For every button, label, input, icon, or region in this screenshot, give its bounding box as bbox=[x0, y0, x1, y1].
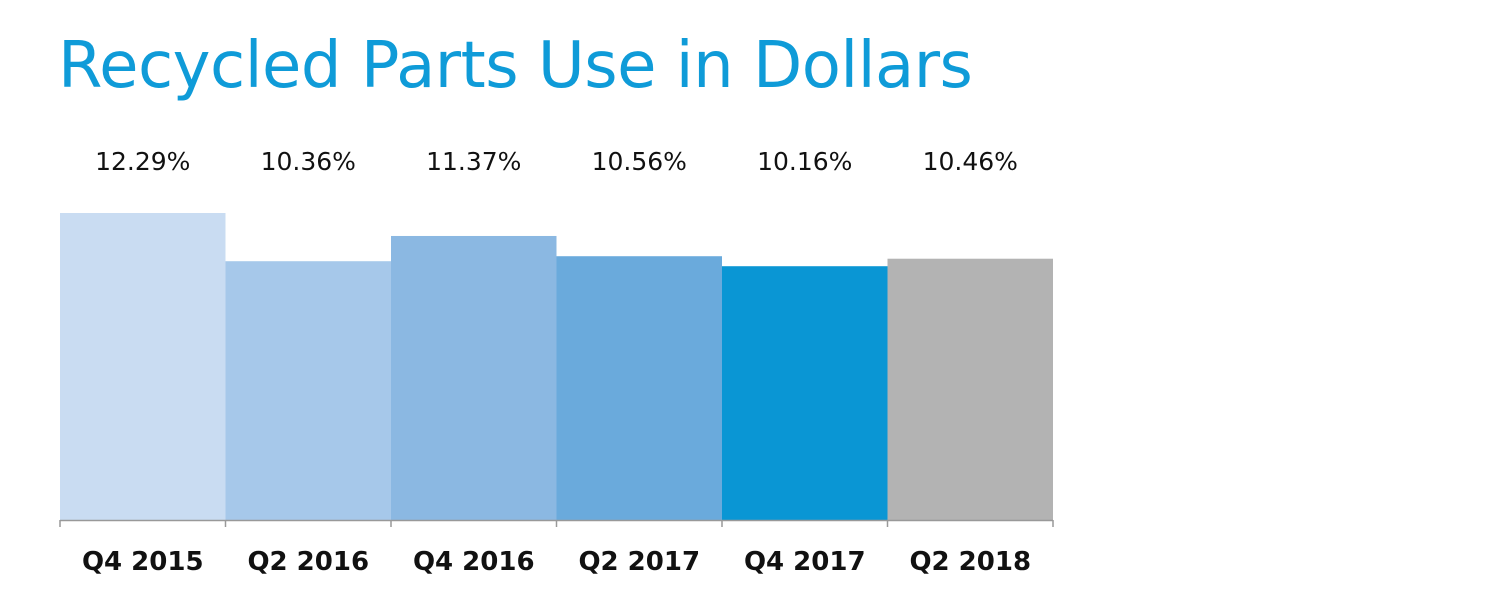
data-label: 10.16% bbox=[757, 147, 852, 176]
data-label: 11.37% bbox=[426, 147, 521, 176]
data-label: 10.36% bbox=[261, 147, 356, 176]
category-label: Q2 2018 bbox=[909, 547, 1031, 577]
bars-group bbox=[60, 213, 1053, 521]
data-label: 10.46% bbox=[923, 147, 1018, 176]
category-label: Q4 2015 bbox=[82, 547, 204, 577]
bar-q2-2017 bbox=[556, 256, 722, 520]
category-label: Q4 2016 bbox=[413, 547, 535, 577]
category-label: Q2 2017 bbox=[578, 547, 700, 577]
category-label: Q4 2017 bbox=[744, 547, 866, 577]
data-label: 12.29% bbox=[95, 147, 190, 176]
bar-q4-2015 bbox=[60, 213, 226, 520]
x-axis bbox=[59, 519, 1054, 527]
category-labels-group: Q4 2015 Q2 2016 Q4 2016 Q2 2017 Q4 2017 Q2 20… bbox=[82, 547, 1031, 577]
bar-q4-2016 bbox=[391, 235, 557, 521]
bar-q2-2018 bbox=[887, 258, 1053, 520]
data-labels-group: 12.29% 10.36% 11.37% 10.56% 10.16% 10.46% bbox=[95, 147, 1018, 176]
chart-title: Recycled Parts Use in Dollars bbox=[58, 29, 973, 103]
bar-q4-2017 bbox=[722, 266, 888, 520]
data-label: 10.56% bbox=[592, 147, 687, 176]
bar-q2-2016 bbox=[225, 261, 391, 520]
category-label: Q2 2016 bbox=[247, 547, 369, 577]
